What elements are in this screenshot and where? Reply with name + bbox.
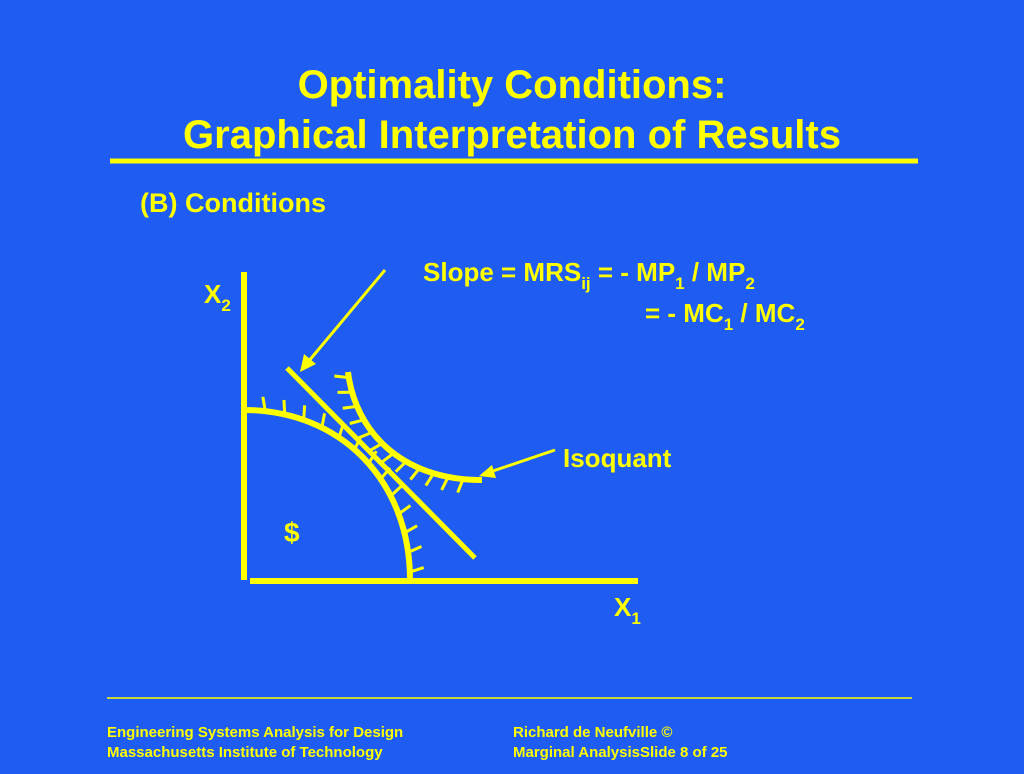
isoquant-curve	[345, 371, 483, 483]
text: / MC	[733, 298, 795, 328]
budget-label: $	[284, 517, 300, 548]
text: X	[204, 279, 222, 309]
hatch	[337, 423, 345, 439]
hatch	[302, 405, 307, 421]
isoquant-label: Isoquant	[563, 443, 672, 473]
arrowhead	[300, 354, 316, 372]
tangent-line	[285, 366, 477, 560]
x-axis-label: X1	[614, 592, 641, 628]
subscript: 2	[221, 296, 230, 315]
hatch	[261, 396, 267, 412]
hatch	[440, 476, 450, 491]
slope-label: = - MC1 / MC2	[645, 298, 805, 334]
budget-curve	[243, 407, 413, 581]
subscript: 1	[675, 274, 684, 293]
hatch	[349, 418, 365, 425]
hatch	[320, 413, 327, 428]
y-axis-label: X2	[204, 279, 231, 315]
footer-text: Massachusetts Institute of Technology	[107, 744, 383, 761]
slope-label: Slope = MRSij = - MP1 / MP2	[423, 257, 755, 293]
subtitle: (B) Conditions	[140, 188, 326, 218]
text: / MP	[685, 257, 746, 287]
diagram: Slope = MRSij = - MP1 / MP2 = - MC1 / MC…	[204, 257, 805, 628]
title-line: Optimality Conditions:	[298, 63, 727, 107]
hatch	[282, 399, 287, 415]
text: = - MC	[645, 298, 724, 328]
hatch	[456, 478, 465, 494]
hatch	[407, 545, 423, 554]
subscript: 2	[745, 274, 754, 293]
title-line: Graphical Interpretation of Results	[183, 113, 841, 157]
hatch	[368, 442, 383, 452]
subscript: ij	[581, 274, 590, 293]
hatch	[394, 460, 408, 473]
arrow	[306, 269, 387, 363]
hatch	[381, 452, 395, 464]
footer-text: Richard de Neufville ©	[513, 724, 672, 741]
arrowhead	[479, 465, 496, 478]
hatch	[367, 450, 378, 465]
arrow	[489, 448, 556, 474]
hatch	[379, 466, 392, 481]
hatch	[409, 566, 425, 574]
text: X	[614, 592, 632, 622]
hatch	[403, 524, 418, 535]
text: = - MP	[591, 257, 676, 287]
hatch	[424, 472, 435, 487]
hatch	[358, 430, 373, 440]
hatch	[409, 467, 421, 481]
subscript: 2	[795, 315, 804, 334]
subscript: 1	[724, 315, 733, 334]
footer-text: Marginal AnalysisSlide 8 of 25	[513, 744, 728, 761]
footer-text: Engineering Systems Analysis for Design	[107, 724, 403, 741]
text: Slope = MRS	[423, 257, 581, 287]
hatch	[397, 504, 412, 516]
hatch	[342, 404, 358, 410]
hatch	[389, 485, 403, 498]
subscript: 1	[631, 609, 640, 628]
hatch	[334, 374, 349, 380]
